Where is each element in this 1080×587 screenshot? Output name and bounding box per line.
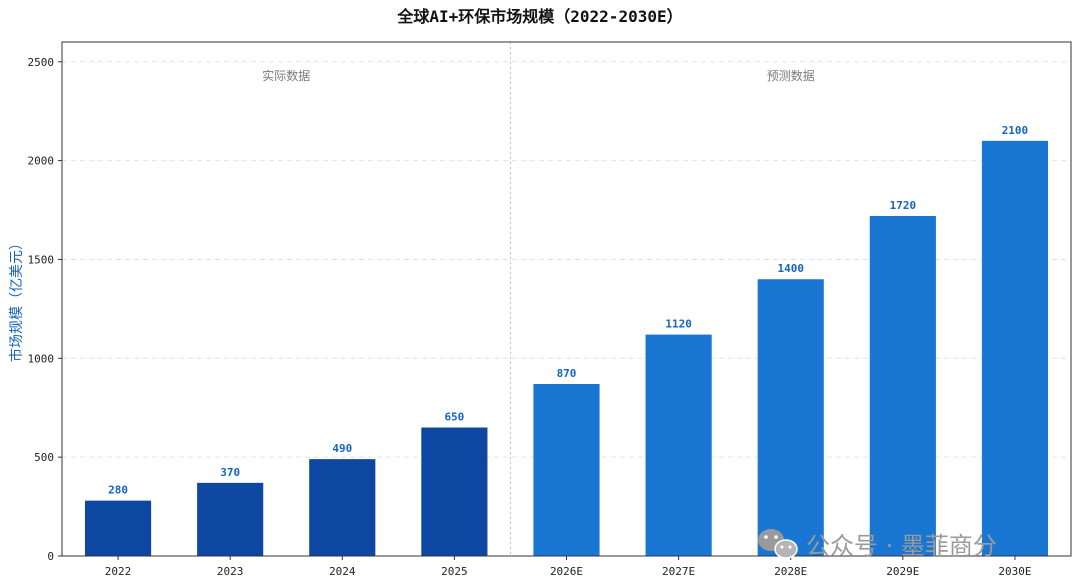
plot-frame [61,41,1072,557]
x-tick-label: 2028E [774,565,807,578]
y-axis-label: 市场规模（亿美元） [8,236,25,362]
y-tick-label: 0 [47,550,54,563]
x-tick-label: 2029E [886,565,919,578]
data-label-2025: 650 [444,411,464,424]
data-label-2029E: 1720 [890,199,917,212]
y-tick-label: 2000 [28,155,55,168]
y-tick-label: 1500 [28,253,55,266]
data-label-2023: 370 [220,466,240,479]
bar-2026E [533,384,600,556]
data-label-2026E: 870 [557,367,577,380]
wechat-icon [758,529,798,559]
y-tick-label: 1000 [28,352,55,365]
data-label-2027E: 1120 [665,318,692,331]
x-axis-ticks: 2022 2023 2024 2025 2026E 2027E 2028E 2029E 2030… [105,556,1032,578]
bar-2023 [197,482,264,556]
y-tick-label: 2500 [28,56,55,69]
watermark: 公众号 · 墨菲商分 [758,529,997,560]
x-tick-label: 2022 [105,565,132,578]
data-labels: 280 370 490 650 870 1120 1400 1720 2100 [108,124,1028,497]
y-tick-label: 500 [34,451,54,464]
x-tick-label: 2026E [550,565,583,578]
bar-2030E [981,140,1049,556]
section-labels: 实际数据 预测数据 [262,68,815,83]
x-tick-label: 2027E [662,565,695,578]
section-label: 预测数据 [767,68,815,83]
bars [84,140,1049,556]
x-tick-label: 2025 [441,565,468,578]
x-tick-label: 2024 [329,565,356,578]
watermark-text: 公众号 · 墨菲商分 [806,532,997,560]
bar-2029E [869,215,936,556]
data-label-2022: 280 [108,484,128,497]
data-label-2024: 490 [332,442,352,455]
y-axis-ticks: 0 500 1000 1500 2000 2500 [28,56,62,563]
x-tick-label: 2030E [998,565,1031,578]
bar-2022 [84,500,152,556]
bar-2028E [757,279,824,556]
data-label-2028E: 1400 [777,262,804,275]
bar-2024 [309,459,376,556]
chart-title: 全球AI+环保市场规模（2022-2030E） [396,7,682,26]
section-label: 实际数据 [262,68,310,83]
bar-2025 [421,427,488,556]
bar-2027E [645,334,712,556]
data-label-2030E: 2100 [1002,124,1029,137]
x-tick-label: 2023 [217,565,244,578]
